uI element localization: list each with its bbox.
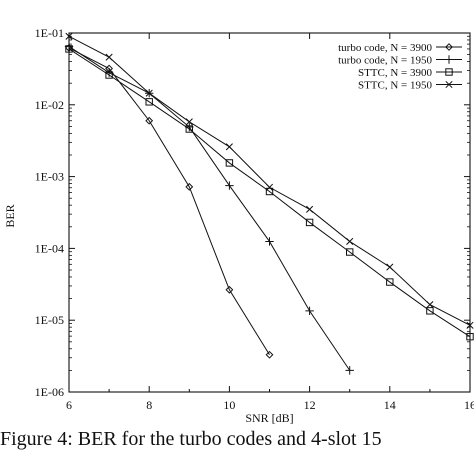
y-tick-label: 1E-05 <box>35 313 64 327</box>
data-point <box>185 125 194 133</box>
y-tick-label: 1E-06 <box>35 385 64 399</box>
data-point <box>145 98 153 106</box>
series-layer <box>64 32 474 375</box>
data-point <box>386 278 394 286</box>
y-tick-label: 1E-03 <box>35 170 64 184</box>
series-3 <box>65 45 474 341</box>
x-tick-label: 12 <box>304 398 316 412</box>
data-point <box>65 45 73 53</box>
data-point <box>225 143 233 151</box>
legend-swatch-marker <box>445 80 453 89</box>
data-point <box>466 332 474 341</box>
x-axis-label: SNR [dB] <box>245 411 293 424</box>
data-point <box>145 89 153 97</box>
legend-label: turbo code, N = 3900 <box>338 42 432 54</box>
legend-label: STTC, N = 3900 <box>358 67 433 79</box>
data-point <box>386 263 394 271</box>
data-point <box>426 307 434 315</box>
y-tick-label: 1E-04 <box>35 241 64 255</box>
data-point <box>185 182 194 191</box>
data-point <box>265 183 274 191</box>
x-tick-label: 8 <box>146 398 152 412</box>
data-point <box>346 237 354 245</box>
data-point <box>306 205 314 213</box>
data-point <box>346 248 354 256</box>
data-point <box>466 321 474 329</box>
series-4 <box>65 32 474 329</box>
legend-swatch-marker <box>444 55 454 64</box>
legend-label: STTC, N = 1950 <box>358 80 433 92</box>
data-point <box>265 187 274 196</box>
data-point <box>345 366 354 375</box>
data-point <box>426 301 434 309</box>
y-tick-label: 1E-02 <box>35 98 64 112</box>
legend-swatch-marker <box>445 68 453 76</box>
data-point <box>105 71 113 79</box>
legend-swatch-marker <box>445 43 453 51</box>
legend-label: turbo code, N = 1950 <box>338 55 432 67</box>
series-line <box>68 46 351 371</box>
series-line <box>68 47 270 356</box>
x-tick-label: 10 <box>223 398 235 412</box>
x-tick-label: 16 <box>464 398 474 412</box>
ber-chart: 6 8 10 12 14 16 1E-06 1E-05 1E-04 1E-03 1E-02 1E-01… <box>3 26 474 424</box>
data-point <box>185 118 193 126</box>
data-point <box>105 53 113 61</box>
x-tick-label: 14 <box>384 398 396 412</box>
data-point <box>225 159 234 167</box>
series-line <box>68 48 471 338</box>
data-point <box>265 350 274 359</box>
data-point <box>225 181 234 190</box>
data-point <box>305 218 314 227</box>
data-point <box>145 116 154 125</box>
series-1 <box>65 43 274 359</box>
y-axis-label: BER <box>3 204 17 227</box>
x-tick-label: 6 <box>66 398 72 412</box>
y-tick-label: 1E-01 <box>35 26 64 40</box>
data-point <box>225 285 234 294</box>
data-point <box>65 32 73 40</box>
figure-caption: Figure 4: BER for the turbo codes and 4-… <box>0 428 382 450</box>
data-point <box>265 237 274 246</box>
data-point <box>305 306 314 316</box>
